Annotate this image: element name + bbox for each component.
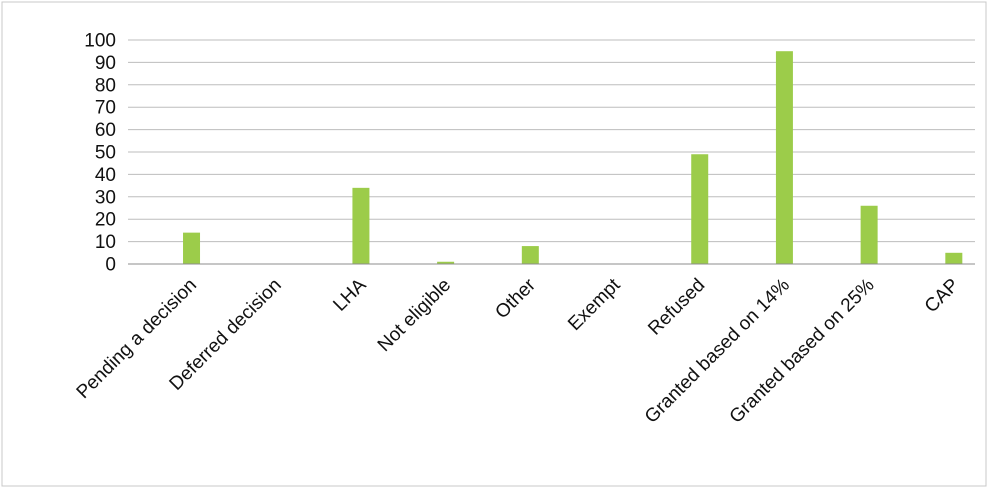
bar — [437, 261, 455, 264]
y-tick-label: 40 — [95, 165, 116, 186]
bar — [775, 51, 793, 265]
y-tick-label: 20 — [95, 210, 116, 231]
bar — [691, 154, 709, 264]
bar — [945, 252, 963, 264]
bars — [183, 51, 963, 265]
bar — [860, 205, 878, 264]
y-tick-label: 80 — [95, 75, 116, 96]
bar — [183, 232, 201, 264]
y-tick-label: 30 — [95, 187, 116, 208]
gridlines — [128, 39, 975, 243]
y-tick-label: 60 — [95, 120, 116, 141]
y-tick-label: 90 — [95, 53, 116, 74]
y-tick-label: 70 — [95, 98, 116, 119]
y-tick-label: 100 — [84, 31, 116, 52]
y-tick-label: 50 — [95, 143, 116, 164]
bar — [352, 187, 370, 264]
y-tick-label: 10 — [95, 232, 116, 253]
bar — [521, 246, 539, 264]
y-tick-label: 0 — [105, 255, 116, 276]
